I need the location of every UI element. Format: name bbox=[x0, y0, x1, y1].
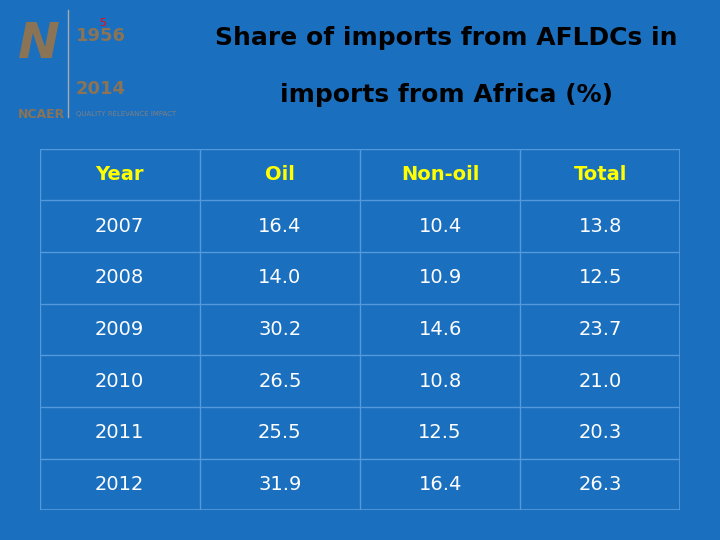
Text: 2008: 2008 bbox=[95, 268, 144, 287]
Text: 12.5: 12.5 bbox=[579, 268, 622, 287]
Text: 2009: 2009 bbox=[95, 320, 144, 339]
Text: 16.4: 16.4 bbox=[418, 475, 462, 494]
Text: 5: 5 bbox=[99, 18, 107, 28]
Text: 1956: 1956 bbox=[76, 26, 125, 44]
Text: 2011: 2011 bbox=[95, 423, 145, 442]
Text: 2014: 2014 bbox=[76, 80, 125, 98]
Text: 10.8: 10.8 bbox=[418, 372, 462, 390]
Text: Share of imports from AFLDCs in: Share of imports from AFLDCs in bbox=[215, 26, 678, 50]
Text: 26.3: 26.3 bbox=[579, 475, 622, 494]
Text: 26.5: 26.5 bbox=[258, 372, 302, 390]
Text: 31.9: 31.9 bbox=[258, 475, 302, 494]
Text: 23.7: 23.7 bbox=[579, 320, 622, 339]
Text: 2010: 2010 bbox=[95, 372, 144, 390]
Text: imports from Africa (%): imports from Africa (%) bbox=[280, 83, 613, 107]
Text: QUALITY RELEVANCE IMPACT: QUALITY RELEVANCE IMPACT bbox=[76, 111, 176, 117]
Text: 14.6: 14.6 bbox=[418, 320, 462, 339]
Text: 20.3: 20.3 bbox=[579, 423, 622, 442]
Text: NCAER: NCAER bbox=[18, 107, 66, 121]
Text: Year: Year bbox=[96, 165, 144, 184]
Text: 2007: 2007 bbox=[95, 217, 144, 235]
Text: 10.9: 10.9 bbox=[418, 268, 462, 287]
FancyBboxPatch shape bbox=[40, 148, 680, 510]
Text: Non-oil: Non-oil bbox=[401, 165, 480, 184]
Text: 16.4: 16.4 bbox=[258, 217, 302, 235]
Text: 2012: 2012 bbox=[95, 475, 145, 494]
Text: 30.2: 30.2 bbox=[258, 320, 302, 339]
Text: 10.4: 10.4 bbox=[418, 217, 462, 235]
Text: 25.5: 25.5 bbox=[258, 423, 302, 442]
Text: 14.0: 14.0 bbox=[258, 268, 302, 287]
Text: Total: Total bbox=[574, 165, 627, 184]
Text: 21.0: 21.0 bbox=[579, 372, 622, 390]
Text: 12.5: 12.5 bbox=[418, 423, 462, 442]
Text: Oil: Oil bbox=[265, 165, 294, 184]
Text: N: N bbox=[18, 21, 60, 69]
Text: 13.8: 13.8 bbox=[579, 217, 622, 235]
